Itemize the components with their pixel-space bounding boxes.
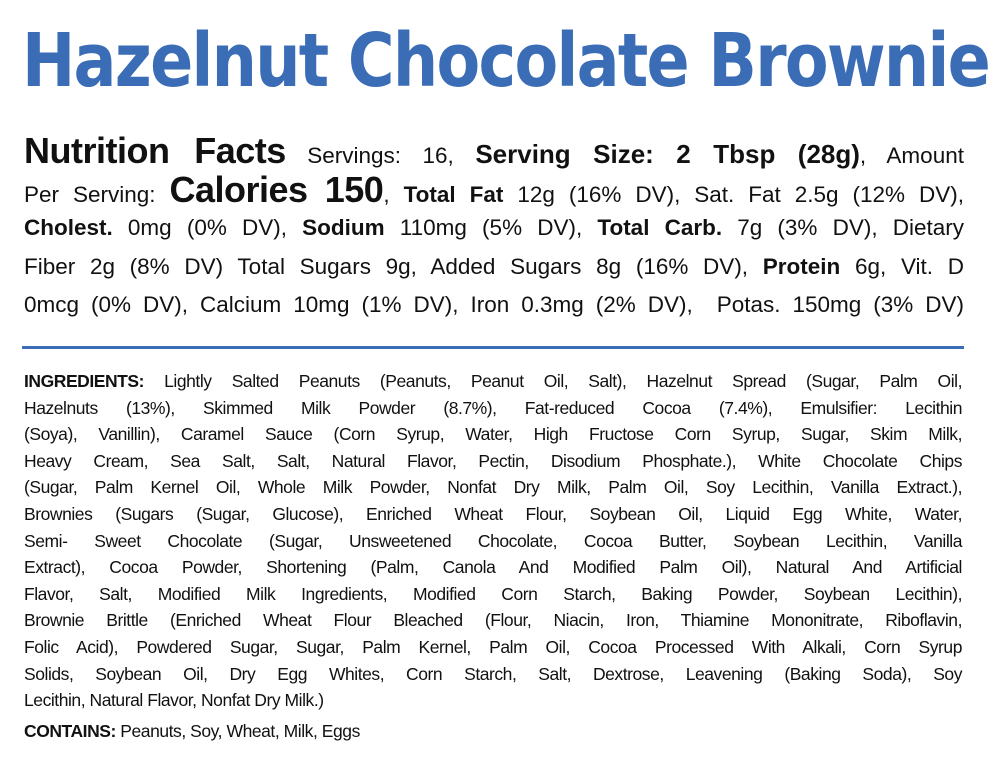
product-title: Hazelnut Chocolate Brownie <box>22 18 991 104</box>
nutrition-text: Fiber 2g (8% DV) Total Sugars 9g, Added … <box>24 253 763 279</box>
ingredients-text: (Sugar, Palm Kernel Oil, Whole Milk Powd… <box>24 477 962 498</box>
ingredients-line: Solids, Soybean Oil, Dry Egg Whites, Cor… <box>24 661 962 688</box>
ingredients-text: Flavor, Salt, Modified Milk Ingredients,… <box>24 583 962 604</box>
ingredients-text: Heavy Cream, Sea Salt, Salt, Natural Fla… <box>24 450 962 471</box>
ingredients-line: (Soya), Vanillin), Caramel Sauce (Corn S… <box>24 421 962 448</box>
ingredients-line: Hazelnuts (13%), Skimmed Milk Powder (8.… <box>24 395 962 422</box>
ingredients-text: Solids, Soybean Oil, Dry Egg Whites, Cor… <box>24 663 962 684</box>
ingredients-section: INGREDIENTS: Lightly Salted Peanuts (Pea… <box>24 368 962 714</box>
nutrition-label: Nutrition Facts <box>24 130 286 171</box>
contains-text: Peanuts, Soy, Wheat, Milk, Eggs <box>115 721 360 741</box>
ingredients-line: Lecithin, Natural Flavor, Nonfat Dry Mil… <box>24 687 962 714</box>
ingredients-text: Extract), Cocoa Powder, Shortening (Palm… <box>24 557 962 578</box>
contains-section: CONTAINS: Peanuts, Soy, Wheat, Milk, Egg… <box>24 718 360 744</box>
nutrition-label: Calories 150 <box>169 168 384 210</box>
nutrition-line: Fiber 2g (8% DV) Total Sugars 9g, Added … <box>24 248 964 287</box>
ingredients-line: Flavor, Salt, Modified Milk Ingredients,… <box>24 581 962 608</box>
nutrition-text: 6g, Vit. D <box>840 253 964 279</box>
nutrition-text: 110mg (5% DV), <box>384 215 598 240</box>
nutrition-line: 0mcg (0% DV), Calcium 10mg (1% DV), Iron… <box>24 286 964 325</box>
nutrition-line: Per Serving: Calories 150, Total Fat 12g… <box>24 168 964 210</box>
ingredients-line: Brownies (Sugars (Sugar, Glucose), Enric… <box>24 501 962 528</box>
nutrition-text: 7g (3% DV), Dietary <box>722 215 964 240</box>
ingredients-line: Heavy Cream, Sea Salt, Salt, Natural Fla… <box>24 448 962 475</box>
ingredients-text: Brownie Brittle (Enriched Wheat Flour Bl… <box>24 610 962 631</box>
nutrition-label: Sodium <box>302 215 385 240</box>
ingredients-line: Folic Acid), Powdered Sugar, Sugar, Palm… <box>24 634 962 661</box>
ingredients-line: (Sugar, Palm Kernel Oil, Whole Milk Powd… <box>24 474 962 501</box>
nutrition-text: Per Serving: <box>24 181 170 207</box>
ingredients-line: Extract), Cocoa Powder, Shortening (Palm… <box>24 554 962 581</box>
nutrition-text: 0mg (0% DV), <box>112 215 303 240</box>
nutrition-label: Total Fat <box>403 181 504 207</box>
nutrition-text: , <box>383 181 404 207</box>
ingredients-text: Lightly Salted Peanuts (Peanuts, Peanut … <box>144 371 962 391</box>
ingredients-text: Hazelnuts (13%), Skimmed Milk Powder (8.… <box>24 397 962 418</box>
nutrition-label: Protein <box>762 253 841 279</box>
ingredients-text: (Soya), Vanillin), Caramel Sauce (Corn S… <box>24 424 962 445</box>
ingredients-line: Brownie Brittle (Enriched Wheat Flour Bl… <box>24 607 962 634</box>
nutrition-text: Servings: 16, <box>285 143 476 168</box>
ingredients-text: Folic Acid), Powdered Sugar, Sugar, Palm… <box>24 636 962 657</box>
nutrition-label: Cholest. <box>24 215 113 240</box>
nutrition-label: Serving Size: 2 Tbsp (28g) <box>475 139 860 169</box>
nutrition-facts: Nutrition Facts Servings: 16, Serving Si… <box>24 130 964 325</box>
ingredients-line: Semi- Sweet Chocolate (Sugar, Unsweetene… <box>24 528 962 555</box>
nutrition-line: Nutrition Facts Servings: 16, Serving Si… <box>24 130 964 171</box>
nutrition-text: , Amount <box>859 143 964 168</box>
nutrition-label: Total Carb. <box>597 215 723 240</box>
ingredients-text: Lecithin, Natural Flavor, Nonfat Dry Mil… <box>24 690 324 711</box>
ingredients-label: INGREDIENTS: <box>24 371 145 391</box>
nutrition-line: Cholest. 0mg (0% DV), Sodium 110mg (5% D… <box>24 209 964 248</box>
ingredients-line: INGREDIENTS: Lightly Salted Peanuts (Pea… <box>24 368 962 395</box>
nutrition-text: 12g (16% DV), Sat. Fat 2.5g (12% DV), <box>503 181 964 207</box>
divider <box>22 346 964 349</box>
contains-label: CONTAINS: <box>24 721 116 741</box>
ingredients-text: Semi- Sweet Chocolate (Sugar, Unsweetene… <box>24 530 962 551</box>
nutrition-text: 0mcg (0% DV), Calcium 10mg (1% DV), Iron… <box>24 292 964 317</box>
ingredients-text: Brownies (Sugars (Sugar, Glucose), Enric… <box>24 503 962 524</box>
